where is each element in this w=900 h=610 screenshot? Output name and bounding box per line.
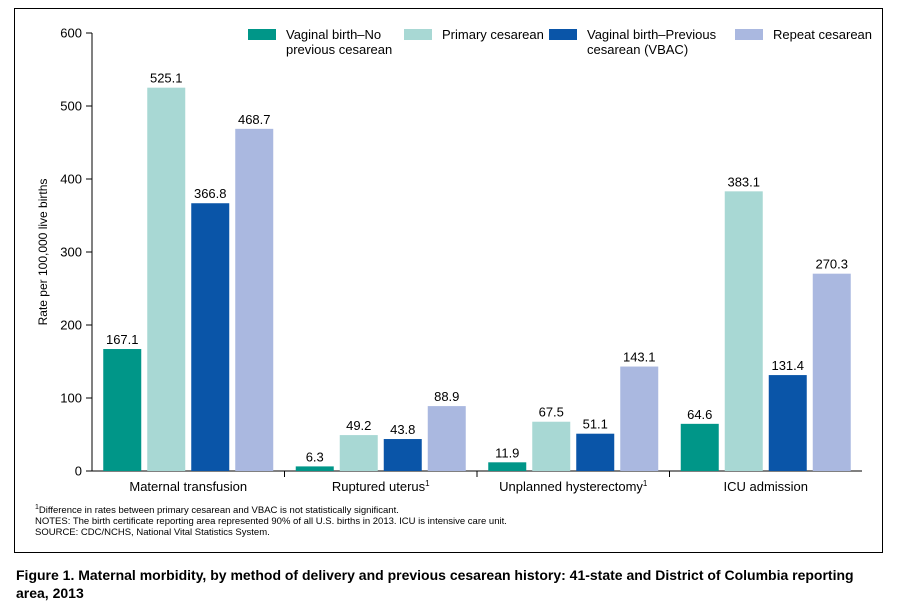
x-category-label: ICU admission (723, 479, 808, 494)
bar-value-label: 6.3 (306, 449, 324, 464)
y-axis-label: Rate per 100,000 live births (36, 179, 50, 326)
x-category-label: Maternal transfusion (129, 479, 247, 494)
y-tick-label: 200 (60, 318, 82, 333)
legend-swatch-primary-cesarean (404, 29, 432, 40)
bar (427, 406, 466, 471)
bar-value-label: 88.9 (434, 389, 459, 404)
bar (235, 128, 274, 471)
bar (812, 273, 851, 471)
legend-swatch-vaginal-no-previous (248, 29, 276, 40)
bar (724, 191, 763, 471)
chart-notes: 1Difference in rates between primary ces… (35, 503, 507, 538)
bar (147, 87, 186, 471)
bar (383, 439, 422, 471)
bar (532, 421, 571, 471)
bar-value-label: 167.1 (106, 332, 139, 347)
x-category-label: Unplanned hysterectomy1 (499, 479, 648, 494)
legend-label-repeat-cesarean: Repeat cesarean (773, 27, 873, 42)
bar-value-label: 67.5 (539, 405, 564, 420)
bar-value-label: 64.6 (687, 407, 712, 422)
footnote: 1Difference in rates between primary ces… (35, 503, 399, 516)
bar-value-label: 366.8 (194, 186, 227, 201)
bar-value-label: 11.9 (495, 445, 519, 460)
bar (576, 433, 615, 471)
legend-swatch-repeat-cesarean (735, 29, 763, 40)
legend-label-vaginal-no-previous: Vaginal birth–No previous cesarean (286, 27, 393, 57)
bar (295, 466, 334, 471)
bar-value-label: 383.1 (727, 174, 760, 189)
y-tick-label: 0 (75, 464, 82, 479)
legend-label-vbac: Vaginal birth–Previous cesarean (VBAC) (587, 27, 717, 57)
notes-line: NOTES: The birth certificate reporting a… (35, 516, 507, 527)
bar (191, 203, 230, 471)
x-category-label: Ruptured uterus1 (332, 479, 430, 494)
y-tick-label: 100 (60, 391, 82, 406)
figure-frame (14, 8, 883, 553)
bar-value-label: 131.4 (771, 358, 804, 373)
y-tick-label: 400 (60, 172, 82, 187)
source-line: SOURCE: CDC/NCHS, National Vital Statist… (35, 527, 270, 538)
bar-value-label: 49.2 (346, 418, 371, 433)
bar (680, 423, 719, 471)
bar-value-label: 468.7 (238, 112, 271, 127)
bar-value-label: 51.1 (583, 417, 608, 432)
bar-value-label: 43.8 (390, 422, 415, 437)
bar (339, 435, 378, 471)
bar (488, 462, 527, 471)
y-tick-label: 500 (60, 99, 82, 114)
y-tick-label: 600 (60, 26, 82, 41)
y-tick-label: 300 (60, 245, 82, 260)
bar (620, 366, 659, 471)
bar-value-label: 525.1 (150, 71, 183, 86)
bar-value-label: 270.3 (815, 257, 848, 272)
bar-value-label: 143.1 (623, 350, 656, 365)
bar (768, 375, 807, 471)
figure-caption: Figure 1. Maternal morbidity, by method … (16, 567, 854, 601)
legend-label-primary-cesarean: Primary cesarean (442, 27, 544, 42)
bar (103, 349, 142, 471)
legend-swatch-vbac (549, 29, 577, 40)
